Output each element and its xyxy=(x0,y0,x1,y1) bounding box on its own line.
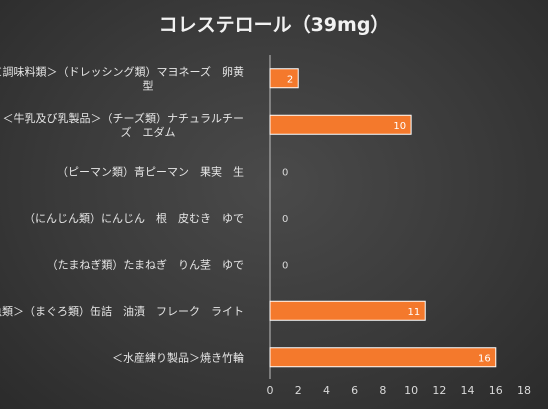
category-label: 型 xyxy=(143,78,154,92)
bar xyxy=(269,114,412,135)
data-label: 11 xyxy=(407,307,420,318)
x-tick-label: 16 xyxy=(489,384,503,397)
data-label: 0 xyxy=(282,167,288,178)
category-label: ＜調味料類＞（ドレッシング類）マヨネーズ 卵黄 xyxy=(0,64,244,78)
chart-title: コレステロール（39mg） xyxy=(158,14,390,36)
x-tick-label: 18 xyxy=(517,384,531,397)
x-tick-label: 6 xyxy=(351,384,358,397)
x-tick-label: 8 xyxy=(379,384,386,397)
category-label: ＜魚類＞（まぐろ類）缶詰 油漬 フレーク ライト xyxy=(0,304,244,318)
category-label: （にんじん類）にんじん 根 皮むき ゆで xyxy=(24,211,244,225)
category-label: （ピーマン類）青ピーマン 果実 生 xyxy=(57,164,244,178)
x-tick-label: 10 xyxy=(404,384,418,397)
data-label: 16 xyxy=(478,353,491,364)
category-label: （たまねぎ類）たまねぎ りん茎 ゆで xyxy=(47,257,244,271)
x-tick-label: 12 xyxy=(432,384,446,397)
x-tick-label: 4 xyxy=(323,384,330,397)
x-tick-label: 0 xyxy=(267,384,274,397)
x-tick-label: 14 xyxy=(461,384,475,397)
bar xyxy=(269,300,426,321)
category-label: ズ エダム xyxy=(121,125,176,139)
category-label: ＜水産練り製品＞焼き竹輪 xyxy=(112,350,244,364)
data-label: 2 xyxy=(287,74,293,85)
data-label: 0 xyxy=(282,260,288,271)
data-label: 10 xyxy=(393,121,406,132)
bar xyxy=(269,68,299,89)
x-tick-label: 2 xyxy=(295,384,302,397)
data-label: 0 xyxy=(282,214,288,225)
bar xyxy=(269,347,497,368)
category-label: ＜牛乳及び乳製品＞（チーズ類）ナチュラルチー xyxy=(3,111,244,125)
